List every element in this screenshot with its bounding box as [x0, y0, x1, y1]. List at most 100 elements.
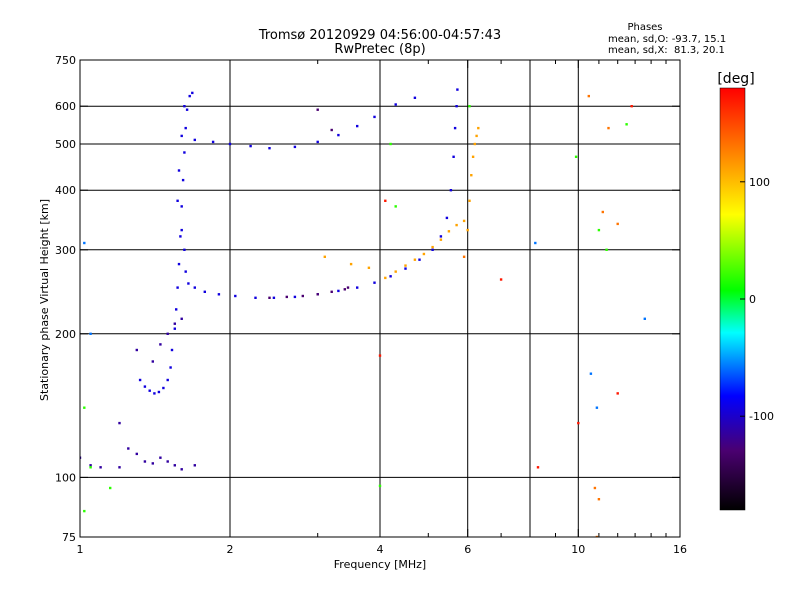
data-point: [439, 238, 443, 241]
data-point: [453, 126, 457, 130]
data-point: [211, 140, 215, 144]
data-point: [169, 366, 172, 369]
data-point: [151, 360, 154, 363]
data-point: [643, 317, 646, 320]
data-point: [127, 447, 130, 450]
y-axis-ticks: 75 100 200 300 400 500 600 750: [55, 54, 680, 544]
data-point: [394, 270, 397, 273]
data-point: [462, 219, 466, 223]
data-point: [180, 134, 183, 138]
data-point: [445, 216, 449, 220]
data-point: [180, 228, 183, 232]
data-point: [184, 126, 187, 130]
colorbar-ticks: 100 0 -100: [740, 176, 774, 423]
data-point: [431, 245, 434, 249]
data-point: [349, 262, 353, 266]
data-point: [203, 290, 206, 293]
data-point: [468, 199, 471, 202]
data-point: [455, 105, 458, 108]
data-point: [337, 133, 340, 137]
grid-lines: [80, 60, 680, 537]
data-point: [343, 288, 346, 291]
data-point: [337, 289, 340, 293]
data-point: [477, 126, 480, 130]
data-point: [378, 354, 382, 357]
data-point: [80, 456, 82, 459]
data-point: [404, 267, 407, 270]
data-point: [148, 389, 151, 392]
data-point: [468, 105, 471, 108]
data-point: [384, 276, 387, 280]
data-point: [157, 390, 161, 394]
data-point: [574, 155, 578, 158]
data-point: [389, 275, 392, 278]
info-line-o: mean, sd,O: -93.7, 15.1: [608, 34, 726, 45]
data-point: [234, 294, 237, 298]
data-point: [418, 258, 421, 261]
data-point: [616, 392, 619, 395]
x-tick-label: 6: [464, 543, 471, 556]
data-point: [173, 322, 176, 325]
data-point: [597, 228, 601, 232]
data-point: [595, 535, 599, 537]
data-point: [293, 295, 297, 299]
data-point: [587, 94, 590, 98]
data-point: [268, 296, 271, 299]
data-point: [162, 386, 165, 390]
data-point: [175, 308, 178, 311]
y-tick-label: 100: [55, 471, 76, 484]
data-point: [159, 456, 162, 459]
chart-subtitle: RwPretec (8p): [334, 42, 425, 57]
data-point: [330, 128, 333, 132]
data-point: [183, 151, 186, 154]
data-point: [413, 258, 417, 261]
info-heading: Phases: [627, 22, 662, 33]
data-point: [346, 286, 350, 289]
data-point: [83, 509, 86, 513]
data-point: [180, 468, 183, 471]
data-point: [191, 91, 194, 95]
data-point: [373, 281, 376, 284]
x-tick-label: 1: [77, 543, 84, 556]
data-point: [180, 317, 183, 320]
data-point: [176, 286, 179, 289]
data-point: [431, 248, 434, 251]
data-point: [536, 466, 540, 469]
data-point: [534, 241, 537, 245]
y-tick-label: 200: [55, 328, 76, 341]
data-point: [293, 145, 297, 149]
data-point: [422, 252, 426, 256]
data-point: [597, 498, 601, 501]
data-point: [607, 126, 610, 130]
data-point: [449, 189, 453, 192]
data-point: [118, 421, 121, 425]
data-point: [413, 96, 417, 99]
data-point: [301, 294, 304, 298]
colorbar: [deg] 100 0 -100: [717, 71, 774, 511]
data-point: [118, 466, 121, 469]
data-point: [455, 223, 458, 227]
data-point: [272, 296, 276, 299]
data-point: [470, 174, 473, 177]
data-point: [593, 486, 597, 490]
y-axis-label: Stationary phase Virtual Height [km]: [38, 199, 51, 401]
data-point: [138, 378, 142, 382]
x-tick-label: 2: [227, 543, 234, 556]
data-point: [83, 406, 86, 409]
data-point: [616, 222, 619, 226]
data-point: [180, 205, 183, 208]
data-point: [456, 88, 459, 91]
data-point: [356, 124, 359, 128]
data-point: [378, 484, 382, 488]
chart-title: Tromsø 20120929 04:56:00-04:57:43: [258, 28, 501, 43]
data-point: [185, 108, 189, 111]
x-tick-label: 4: [377, 543, 384, 556]
data-point: [356, 286, 359, 289]
data-point: [249, 144, 252, 148]
data-point: [323, 255, 326, 258]
data-point: [373, 115, 376, 119]
data-point: [173, 464, 176, 467]
data-point: [151, 462, 154, 465]
data-point: [184, 270, 187, 273]
colorbar-tick-label: -100: [749, 410, 774, 423]
